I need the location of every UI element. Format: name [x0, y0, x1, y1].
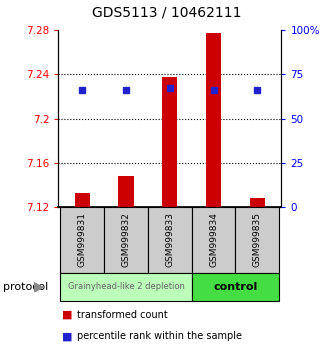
Text: transformed count: transformed count — [77, 310, 167, 320]
Bar — [119, 176, 134, 207]
Text: percentile rank within the sample: percentile rank within the sample — [77, 331, 241, 341]
Text: protocol: protocol — [3, 282, 49, 292]
Bar — [148, 207, 192, 273]
Bar — [192, 273, 279, 301]
Bar — [61, 207, 104, 273]
Text: ■: ■ — [62, 310, 72, 320]
Text: GSM999834: GSM999834 — [209, 212, 218, 267]
Text: GDS5113 / 10462111: GDS5113 / 10462111 — [92, 5, 241, 19]
Text: Grainyhead-like 2 depletion: Grainyhead-like 2 depletion — [68, 282, 184, 291]
Bar — [104, 207, 148, 273]
Bar — [250, 198, 265, 207]
Bar — [192, 207, 235, 273]
Text: GSM999835: GSM999835 — [253, 212, 262, 267]
Bar — [235, 207, 279, 273]
Bar — [162, 76, 177, 207]
Bar — [75, 193, 90, 207]
Bar — [61, 273, 192, 301]
Text: control: control — [213, 282, 258, 292]
Text: GSM999833: GSM999833 — [165, 212, 174, 267]
Text: ■: ■ — [62, 331, 72, 341]
Text: ▶: ▶ — [34, 280, 45, 294]
Bar — [206, 33, 221, 207]
Text: GSM999831: GSM999831 — [78, 212, 87, 267]
Text: GSM999832: GSM999832 — [122, 212, 131, 267]
